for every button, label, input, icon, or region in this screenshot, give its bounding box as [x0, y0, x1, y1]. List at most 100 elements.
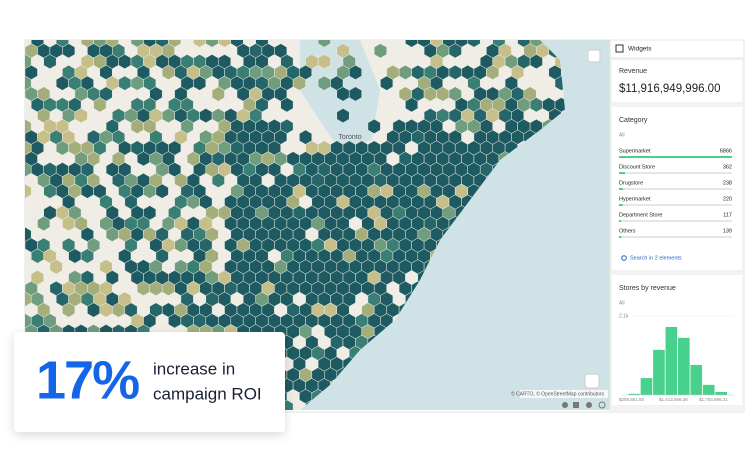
y-tick-label: 2.1k: [619, 313, 629, 319]
hex-cell: [62, 302, 76, 318]
panel-title: Category: [619, 117, 648, 124]
hex-cell: [530, 422, 542, 436]
x-tick-label: $1,413,568.38: [659, 397, 688, 402]
hex-cell: [592, 443, 605, 450]
hex-cell: [549, 411, 561, 425]
hex-cell: [437, 411, 450, 425]
category-name: Department Store: [619, 212, 662, 218]
hex-cell: [94, 443, 107, 450]
map-button[interactable]: [587, 49, 601, 63]
hex-cell: [393, 443, 406, 450]
category-bar: [619, 188, 623, 190]
hex-cell: [43, 54, 57, 70]
hex-cell: [430, 443, 443, 450]
hex-cell: [62, 43, 76, 59]
hex-cell: [293, 443, 306, 450]
hex-cell: [280, 97, 294, 113]
hex-cell: [405, 443, 417, 450]
hex-cell: [505, 422, 517, 436]
hex-cell: [555, 422, 568, 436]
histogram-bar: [653, 349, 665, 395]
icon-facebook[interactable]: [586, 402, 592, 408]
hex-cell: [162, 432, 174, 446]
hex-cell: [317, 40, 331, 48]
hex-cell: [324, 432, 337, 446]
hex-cell: [412, 411, 425, 425]
hex-cell: [287, 432, 300, 446]
category-list: Supermarket 6866 Discount Store 362 Drugstor…: [619, 148, 732, 238]
bar-track: [619, 220, 732, 222]
filter: All: [619, 132, 625, 138]
hex-cell: [37, 216, 51, 232]
layers-button[interactable]: [584, 373, 600, 389]
hex-cell: [468, 422, 481, 436]
hex-cell: [499, 411, 512, 425]
widgets-title: Widgets: [628, 46, 652, 53]
hex-cell: [561, 411, 574, 425]
icon-link[interactable]: [598, 401, 606, 409]
hex-cell: [137, 432, 150, 446]
hex-cell: [62, 432, 75, 446]
hex-cell: [218, 40, 232, 48]
hex-cell: [337, 432, 349, 446]
hex-cell: [262, 432, 275, 446]
hex-cell: [362, 411, 375, 425]
hex-cell: [281, 443, 293, 450]
hex-cell: [348, 64, 362, 80]
search-link[interactable]: Search in 2 elements: [630, 255, 682, 261]
widgets-icon: [615, 44, 624, 53]
icon-twitter[interactable]: [562, 402, 568, 408]
hex-cell: [212, 432, 224, 446]
hex-cell: [568, 443, 580, 450]
hex-cell: [448, 43, 462, 59]
hex-cell: [387, 432, 399, 446]
hex-cell: [605, 422, 618, 436]
bar-track: [619, 204, 732, 206]
histogram-bar: [702, 384, 715, 395]
hex-cell: [287, 411, 300, 425]
x-tick-label: $1,753,886.31: [699, 397, 728, 402]
hex-cell: [586, 411, 599, 425]
revenue-value: $11,916,949,996.00: [619, 83, 720, 95]
hex-cell: [299, 432, 311, 446]
hex-cell: [480, 422, 493, 436]
hex-cell: [449, 411, 462, 425]
hex-cell: [380, 75, 394, 91]
bar-track: [619, 172, 732, 174]
hex-cell: [25, 118, 32, 134]
hex-cell: [424, 432, 436, 446]
hex-cell: [368, 422, 381, 436]
stat-text: campaign ROI: [153, 384, 262, 403]
hex-cell: [405, 422, 417, 436]
hex-cell: [144, 443, 156, 450]
hex-cell: [529, 54, 543, 70]
icon-linkedin[interactable]: [573, 402, 579, 408]
panel-title: Revenue: [619, 68, 647, 75]
hex-cell: [443, 443, 455, 450]
category-bar: [619, 220, 621, 222]
revenue-panel: [612, 60, 742, 102]
histogram-bar: [640, 378, 653, 395]
hex-cell: [187, 432, 200, 446]
attribution-bg: [520, 390, 608, 398]
hex-cell: [119, 443, 132, 450]
footer-icons: [562, 401, 606, 409]
hex-cell: [574, 432, 587, 446]
hex-cell: [225, 432, 238, 446]
hex-cell: [211, 172, 225, 188]
hex-cell: [112, 432, 125, 446]
hex-cell: [237, 432, 250, 446]
hex-cell: [518, 443, 531, 450]
map-label: Toronto: [338, 134, 361, 141]
category-name: Discount Store: [619, 164, 655, 170]
category-bar: [619, 204, 623, 206]
hex-cell: [125, 432, 137, 446]
category-value: 139: [723, 228, 732, 234]
hex-cell: [268, 443, 281, 450]
hex-cell: [25, 226, 32, 242]
hex-cell: [93, 97, 107, 113]
hex-cell: [324, 411, 337, 425]
hex-cell: [611, 432, 624, 446]
hex-cell: [317, 54, 331, 70]
